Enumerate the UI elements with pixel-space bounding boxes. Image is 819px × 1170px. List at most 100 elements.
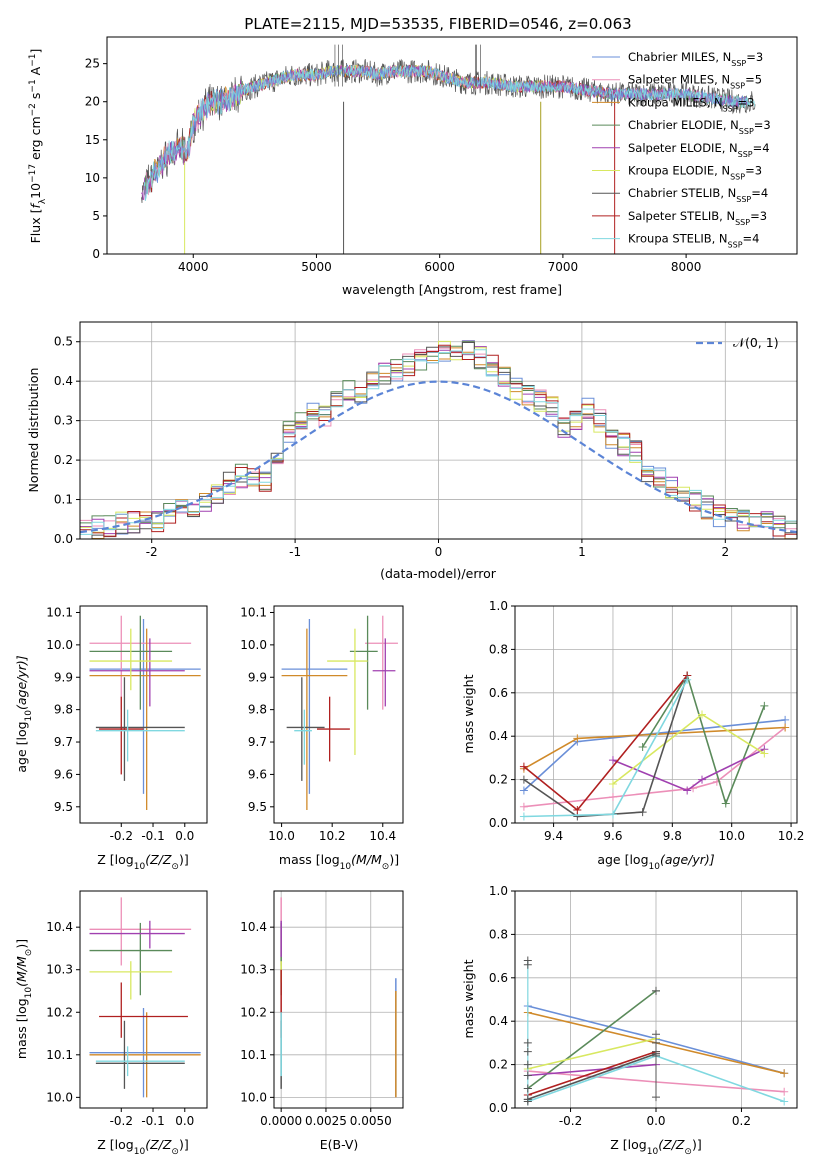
x-tick-label: 8000 (671, 260, 702, 274)
x-tick-label: -0.2 (110, 829, 133, 843)
legend-entry: Chabrier STELIB, NSSP=4 (628, 186, 768, 204)
marker-plus (608, 779, 617, 788)
marker-plus (519, 775, 528, 784)
x-tick-label: 0.0 (175, 829, 194, 843)
series-line-kroupa-miles (523, 726, 786, 770)
axes-frame (273, 890, 404, 1109)
x-tick-label: 10.2 (319, 829, 346, 843)
y-tick-label: 10.2 (46, 1005, 73, 1019)
x-tick-label: 5000 (301, 260, 332, 274)
x-axis-label: Z [log10(Z/Z⊙)] (97, 1137, 188, 1157)
marker-plus (721, 799, 730, 808)
x-tick-label: -0.2 (559, 1114, 582, 1128)
mass-vs-metallicity-panel: -0.2 -0.1 0.0 10.0 10.1 10.2 10.3 10.4 Z [log10(… (14, 890, 208, 1157)
y-tick-label: 10 (85, 171, 100, 185)
y-tick-label: 9.9 (248, 670, 267, 684)
x-tick-label: -1 (289, 545, 301, 559)
y-axis-label: mass weight (461, 674, 476, 753)
x-tick-label: 10.0 (718, 829, 745, 843)
x-tick-label: -2 (146, 545, 158, 559)
x-tick-label: 0.2 (732, 1114, 751, 1128)
y-tick-label: 15 (85, 133, 100, 147)
x-axis-label: age [log10(age/yr)] (597, 852, 714, 872)
marker-plus (698, 775, 707, 784)
y-tick-label: 9.9 (54, 670, 73, 684)
x-tick-label: 7000 (548, 260, 579, 274)
spectrum-line-chabrier-miles (146, 64, 748, 184)
y-tick-label: 0.0 (54, 532, 73, 546)
y-tick-label: 10.4 (240, 920, 267, 934)
x-tick-label: 1 (578, 545, 586, 559)
x-tick-label: 4000 (178, 260, 209, 274)
marker-plus (608, 810, 617, 819)
y-tick-label: 1.0 (489, 599, 508, 613)
y-tick-label: 10.3 (240, 963, 267, 977)
marker-plus (573, 734, 582, 743)
marker-plus (652, 1093, 660, 1102)
age-vs-metallicity-panel: -0.2 -0.1 0.0 9.5 9.6 9.7 9.8 9.9 10.0 10.1 Z [log… (14, 605, 208, 872)
y-axis-label: Flux [fλ10−17 erg cm−2 s−1 A−1] (28, 49, 48, 244)
y-tick-label: 0.6 (489, 971, 508, 985)
marker-plus (519, 802, 528, 811)
y-tick-label: 0.4 (489, 729, 508, 743)
x-tick-label: -0.2 (110, 1114, 133, 1128)
marker-plus (780, 1069, 789, 1078)
x-tick-label: 6000 (424, 260, 455, 274)
series-line-salpeter-elodie (527, 1063, 657, 1077)
marker-plus (652, 1051, 660, 1060)
y-axis-label: Normed distribution (26, 368, 41, 493)
x-tick-label: -0.1 (141, 1114, 164, 1128)
marker-plus (652, 986, 660, 995)
spectrum-legend: Chabrier MILES, NSSP=3 Salpeter MILES, NS… (592, 50, 771, 249)
marker-plus (780, 1097, 789, 1106)
marker-plus (519, 812, 528, 821)
axes-frame (514, 605, 798, 824)
y-tick-label: 0.8 (489, 642, 508, 656)
mass-vs-ebv-panel: 0.0000 0.0025 0.0050 10.0 10.1 10.2 10.3 10.4 E(… (240, 890, 404, 1152)
marker-plus (523, 960, 532, 969)
marker-plus (760, 701, 769, 710)
series-line-chabrier-elodie (527, 990, 657, 1090)
y-tick-label: 10.0 (240, 638, 267, 652)
marker-plus (781, 715, 790, 724)
legend-entry: Salpeter STELIB, NSSP=3 (628, 209, 767, 227)
x-tick-label: 0.0000 (260, 1114, 302, 1128)
axes-frame (79, 605, 208, 824)
x-axis-label: Z [log10(Z/Z⊙)] (610, 1137, 701, 1157)
y-tick-label: 10.1 (240, 1048, 267, 1062)
legend-entry: Salpeter ELODIE, NSSP=4 (628, 141, 770, 159)
marker-plus (519, 762, 528, 771)
x-tick-label: 2 (721, 545, 729, 559)
marker-plus (780, 1087, 789, 1096)
y-tick-label: 9.8 (248, 703, 267, 717)
marker-plus (523, 1071, 532, 1080)
y-tick-label: 0.4 (489, 1014, 508, 1028)
marker-plus (638, 743, 647, 752)
x-tick-label: 9.8 (663, 829, 682, 843)
x-tick-label: 10.0 (268, 829, 295, 843)
y-tick-label: 25 (85, 57, 100, 71)
y-tick-label: 0.3 (54, 414, 73, 428)
y-tick-label: 9.6 (248, 767, 267, 781)
y-tick-label: 10.2 (240, 1005, 267, 1019)
series-line-chabrier-elodie (641, 673, 766, 806)
x-axis-label: (data-model)/error (380, 566, 497, 581)
legend-entry: Chabrier ELODIE, NSSP=3 (628, 118, 771, 136)
y-tick-label: 0.0 (489, 1101, 508, 1115)
histogram-lines (80, 340, 797, 539)
y-tick-label: 0 (92, 247, 100, 261)
series-line-salpeter-stelib (523, 674, 688, 812)
series-line-salpeter-elodie (612, 748, 765, 792)
mass-weight-vs-age-panel: 9.4 9.6 9.8 10.0 10.2 0.0 0.2 0.4 0.6 0.8 1.0 age [… (461, 599, 804, 872)
y-tick-label: 9.5 (248, 800, 267, 814)
y-tick-label: 0.5 (54, 335, 73, 349)
marker-plus (523, 1084, 532, 1093)
x-tick-label: 10.2 (778, 829, 805, 843)
y-tick-label: 9.5 (54, 800, 73, 814)
marker-plus (523, 1097, 532, 1106)
y-tick-label: 0.6 (489, 686, 508, 700)
legend-entry: 𝒩(0, 1) (733, 335, 779, 350)
axes-frame (273, 605, 404, 824)
legend-entry: Salpeter MILES, NSSP=5 (628, 73, 762, 91)
